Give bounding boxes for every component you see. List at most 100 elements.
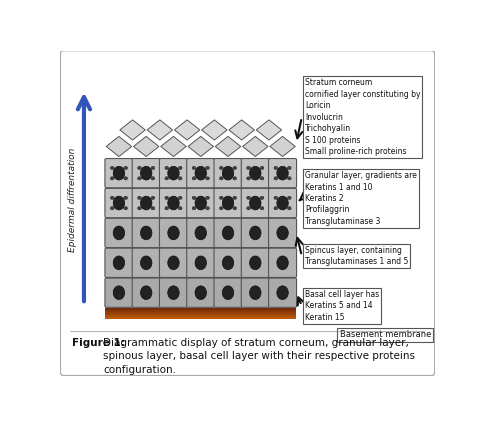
Circle shape	[178, 196, 182, 200]
Circle shape	[110, 177, 114, 180]
Circle shape	[274, 166, 278, 170]
Ellipse shape	[141, 196, 152, 210]
FancyBboxPatch shape	[214, 278, 242, 307]
Ellipse shape	[195, 226, 206, 240]
Polygon shape	[120, 120, 145, 140]
Circle shape	[260, 196, 264, 200]
Circle shape	[233, 177, 237, 180]
Circle shape	[274, 207, 278, 210]
FancyBboxPatch shape	[269, 278, 297, 307]
Text: Granular layer, gradients are
Keratins 1 and 10
Keratins 2
Profilaggrin
Transglu: Granular layer, gradients are Keratins 1…	[305, 171, 417, 226]
FancyBboxPatch shape	[159, 248, 187, 277]
Circle shape	[124, 207, 128, 210]
Ellipse shape	[113, 166, 125, 180]
Polygon shape	[188, 136, 213, 157]
Bar	[105, 314, 296, 315]
FancyBboxPatch shape	[269, 248, 297, 277]
Circle shape	[274, 177, 278, 180]
Circle shape	[192, 166, 196, 170]
FancyBboxPatch shape	[159, 218, 187, 248]
Circle shape	[206, 177, 209, 180]
Ellipse shape	[141, 256, 152, 270]
FancyBboxPatch shape	[187, 278, 215, 307]
Circle shape	[219, 196, 223, 200]
Bar	[105, 317, 296, 318]
Ellipse shape	[222, 226, 234, 240]
FancyBboxPatch shape	[105, 188, 133, 218]
FancyBboxPatch shape	[159, 159, 187, 188]
Ellipse shape	[195, 256, 206, 270]
Circle shape	[192, 177, 196, 180]
FancyBboxPatch shape	[187, 248, 215, 277]
FancyBboxPatch shape	[214, 218, 242, 248]
Circle shape	[151, 207, 155, 210]
Ellipse shape	[250, 226, 261, 240]
Polygon shape	[147, 120, 172, 140]
FancyBboxPatch shape	[214, 159, 242, 188]
Circle shape	[260, 177, 264, 180]
FancyBboxPatch shape	[159, 278, 187, 307]
Circle shape	[138, 196, 142, 200]
Text: Basal cell layer has
Keratins 5 and 14
Keratin 15: Basal cell layer has Keratins 5 and 14 K…	[305, 290, 379, 322]
Circle shape	[274, 196, 278, 200]
Ellipse shape	[195, 166, 206, 180]
Ellipse shape	[250, 196, 261, 210]
FancyBboxPatch shape	[214, 188, 242, 218]
Bar	[105, 316, 296, 317]
Circle shape	[206, 207, 209, 210]
Bar	[105, 309, 296, 310]
FancyBboxPatch shape	[105, 159, 133, 188]
FancyBboxPatch shape	[132, 248, 160, 277]
Text: Figure 1:: Figure 1:	[71, 338, 128, 348]
Ellipse shape	[113, 226, 125, 240]
Ellipse shape	[168, 286, 179, 300]
Circle shape	[151, 196, 155, 200]
Polygon shape	[215, 136, 241, 157]
Circle shape	[192, 196, 196, 200]
Text: Basement membrane: Basement membrane	[340, 330, 431, 339]
FancyBboxPatch shape	[132, 188, 160, 218]
Circle shape	[219, 207, 223, 210]
Polygon shape	[229, 120, 255, 140]
Circle shape	[247, 196, 250, 200]
Bar	[105, 313, 296, 314]
Ellipse shape	[113, 286, 125, 300]
Circle shape	[206, 196, 209, 200]
Ellipse shape	[168, 196, 179, 210]
FancyBboxPatch shape	[242, 248, 270, 277]
Ellipse shape	[141, 226, 152, 240]
Bar	[105, 311, 296, 312]
FancyBboxPatch shape	[269, 188, 297, 218]
Ellipse shape	[195, 286, 206, 300]
Circle shape	[287, 196, 291, 200]
FancyBboxPatch shape	[132, 218, 160, 248]
FancyBboxPatch shape	[132, 159, 160, 188]
FancyBboxPatch shape	[105, 248, 133, 277]
Ellipse shape	[222, 196, 234, 210]
Circle shape	[233, 196, 237, 200]
FancyBboxPatch shape	[242, 159, 270, 188]
FancyBboxPatch shape	[214, 248, 242, 277]
FancyBboxPatch shape	[187, 218, 215, 248]
Circle shape	[165, 196, 169, 200]
Circle shape	[138, 177, 142, 180]
Circle shape	[247, 177, 250, 180]
Circle shape	[138, 166, 142, 170]
Ellipse shape	[168, 166, 179, 180]
FancyBboxPatch shape	[132, 278, 160, 307]
Ellipse shape	[277, 256, 288, 270]
Circle shape	[151, 177, 155, 180]
FancyBboxPatch shape	[105, 218, 133, 248]
FancyBboxPatch shape	[105, 278, 133, 307]
Circle shape	[206, 166, 209, 170]
FancyBboxPatch shape	[242, 188, 270, 218]
Circle shape	[233, 166, 237, 170]
Circle shape	[124, 177, 128, 180]
Ellipse shape	[195, 196, 206, 210]
Ellipse shape	[222, 286, 234, 300]
Text: Epidermal diffrentation: Epidermal diffrentation	[68, 148, 77, 252]
Circle shape	[151, 166, 155, 170]
Ellipse shape	[222, 256, 234, 270]
Ellipse shape	[113, 196, 125, 210]
FancyBboxPatch shape	[187, 159, 215, 188]
